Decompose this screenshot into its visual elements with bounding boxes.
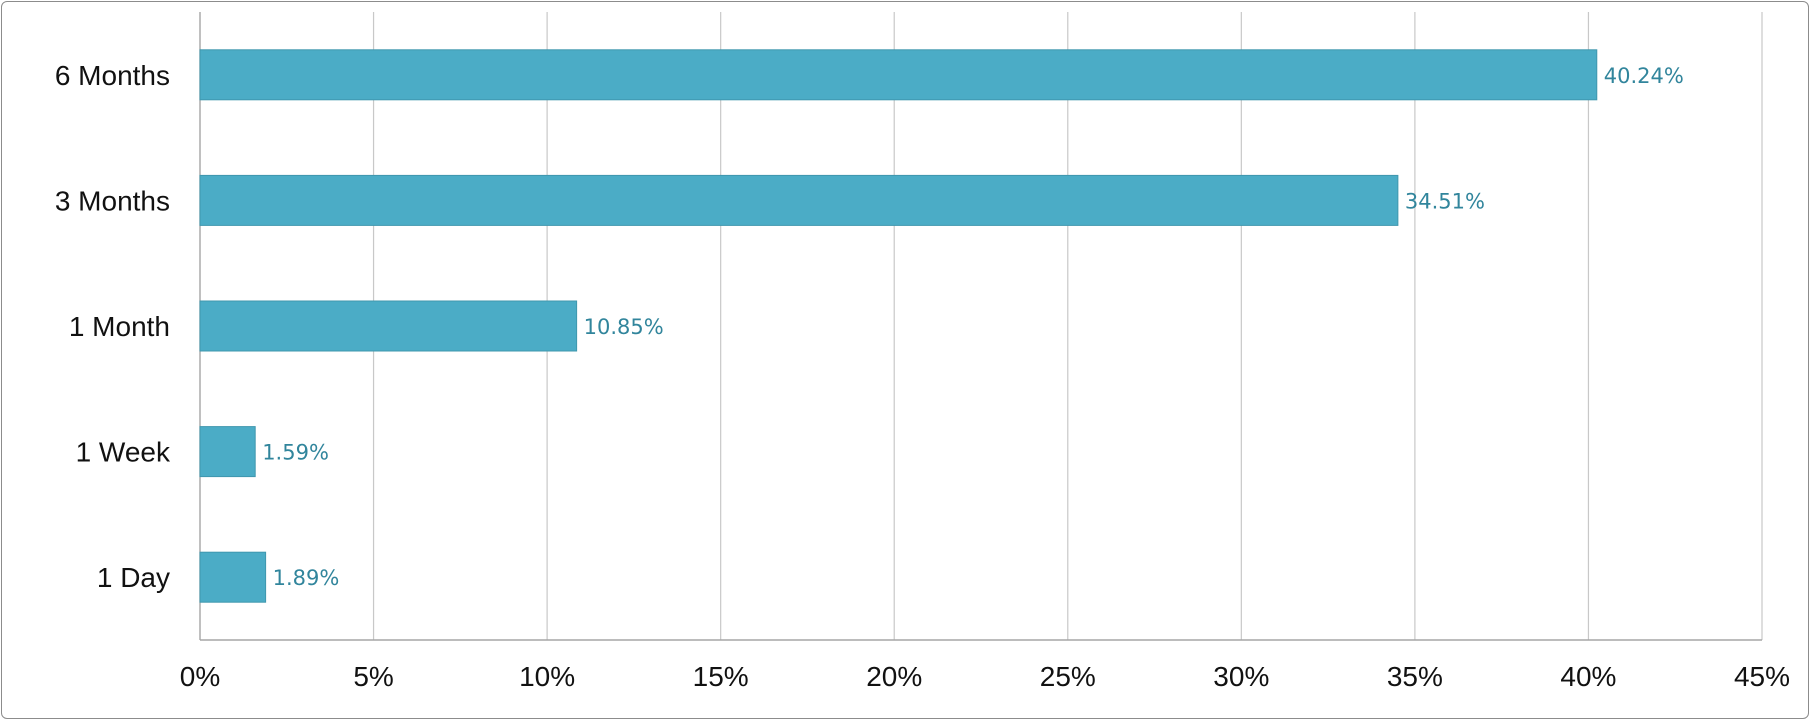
bar [199,174,1399,226]
data-label: 40.24% [1604,64,1684,88]
x-tick-label: 15% [693,661,749,692]
y-category-label: 3 Months [55,185,170,216]
data-label: 10.85% [584,315,664,339]
labels: 0% 5% 10% 15% 20% 25% 30% 35% 40% 45% 6 Months 40.2… [55,60,1790,692]
y-category-label: 1 Month [69,311,170,342]
bar [199,551,267,603]
x-tick-label: 45% [1734,661,1790,692]
bar [199,49,1598,101]
data-label: 1.89% [273,566,340,590]
x-tick-label: 40% [1560,661,1616,692]
x-tick-label: 25% [1040,661,1096,692]
data-label: 34.51% [1405,189,1485,213]
x-tick-label: 10% [519,661,575,692]
x-tick-label: 30% [1213,661,1269,692]
y-category-label: 1 Week [76,437,171,468]
bar [199,426,256,478]
y-category-label: 6 Months [55,60,170,91]
x-tick-label: 5% [353,661,393,692]
bars [199,49,1598,603]
y-category-label: 1 Day [97,562,170,593]
x-tick-label: 35% [1387,661,1443,692]
x-tick-label: 20% [866,661,922,692]
data-label: 1.59% [262,441,329,465]
bar [199,300,578,352]
x-tick-label: 0% [180,661,220,692]
gridlines [372,12,1763,640]
